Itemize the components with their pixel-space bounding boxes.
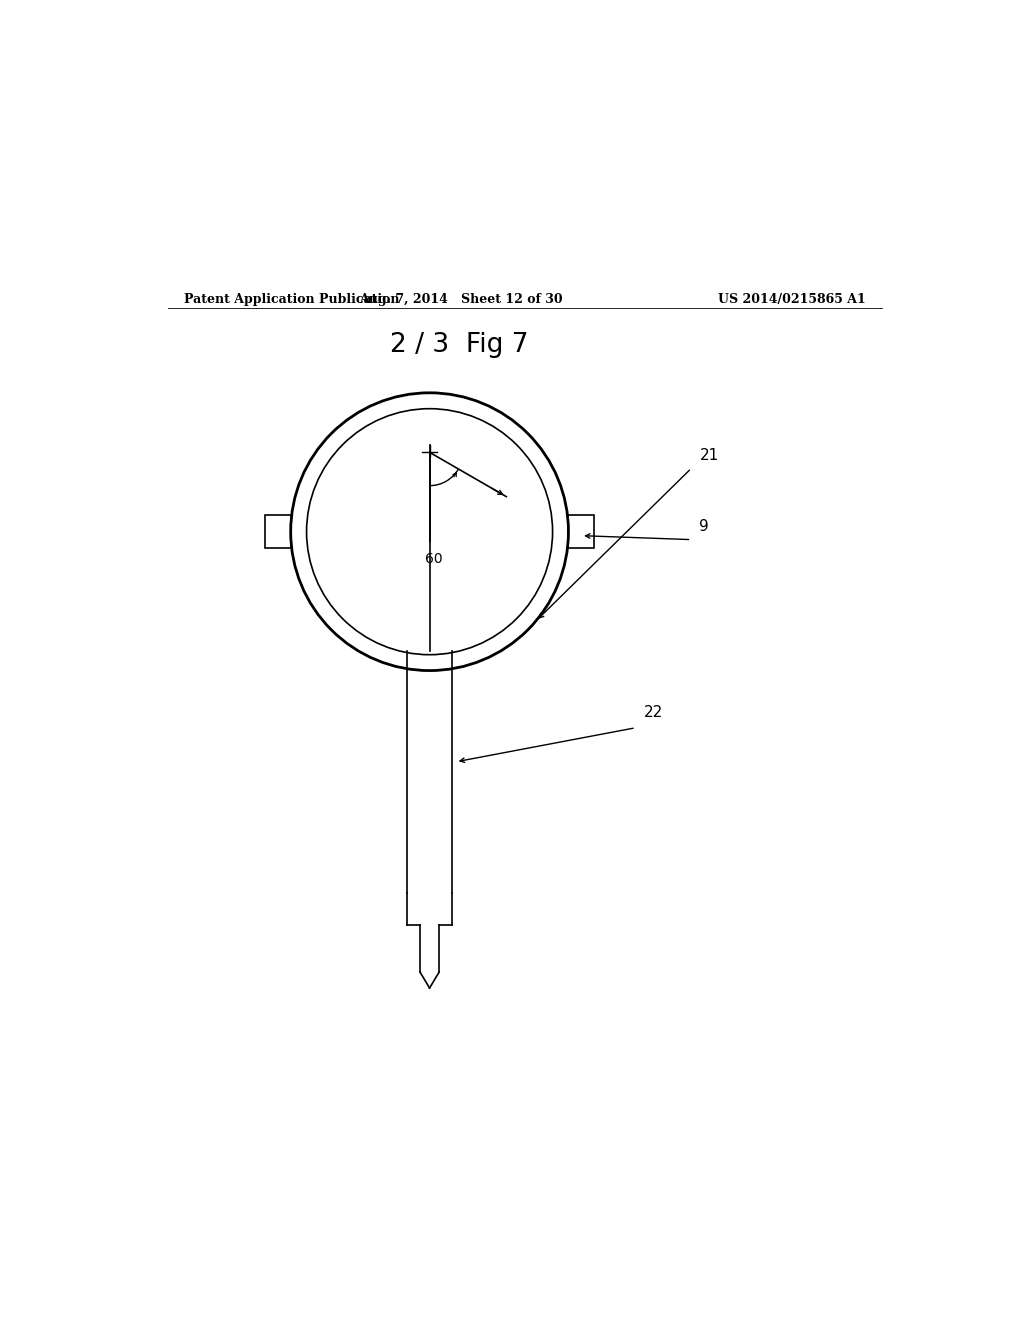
Text: 21: 21: [699, 447, 719, 462]
Text: 22: 22: [644, 705, 664, 719]
Text: Aug. 7, 2014   Sheet 12 of 30: Aug. 7, 2014 Sheet 12 of 30: [359, 293, 563, 306]
Text: Patent Application Publication: Patent Application Publication: [183, 293, 399, 306]
Bar: [568, 515, 594, 548]
Text: 2 / 3  Fig 7: 2 / 3 Fig 7: [390, 333, 528, 358]
Bar: [265, 515, 291, 548]
Text: 60: 60: [425, 552, 442, 566]
Text: 9: 9: [699, 519, 710, 535]
Text: US 2014/0215865 A1: US 2014/0215865 A1: [718, 293, 866, 306]
